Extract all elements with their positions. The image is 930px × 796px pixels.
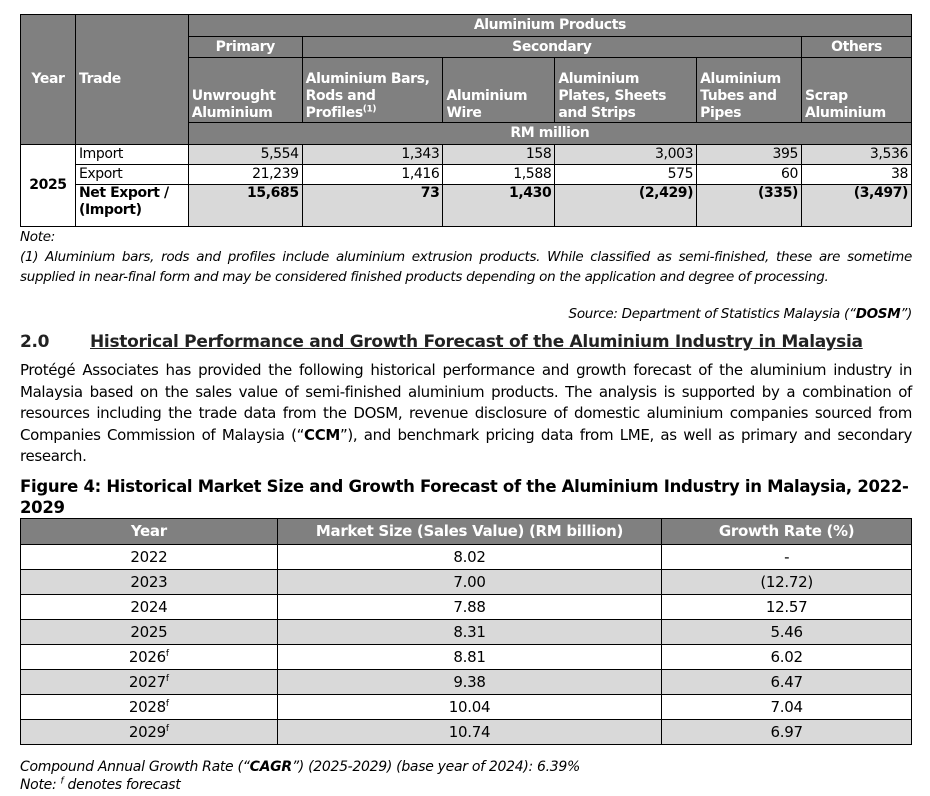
note-1: (1) Aluminium bars, rods and profiles in…	[20, 249, 912, 285]
table-row: 2029f 10.74 6.97	[20, 719, 912, 745]
col-trade: Trade	[74, 14, 189, 145]
year-cell: 2023	[20, 569, 278, 595]
market-size-cell: 7.88	[276, 594, 663, 620]
growth-rate-cell: 12.57	[661, 594, 912, 620]
year-cell: 2027f	[20, 669, 278, 695]
trade-cell: Net Export / (Import)	[74, 184, 189, 227]
table-row: 2028f 10.04 7.04	[20, 694, 912, 720]
category-primary: Primary	[187, 36, 303, 58]
growth-rate-cell: (12.72)	[661, 569, 912, 595]
market-size-cell: 10.04	[276, 694, 663, 720]
source-line: Source: Department of Statistics Malaysi…	[568, 306, 913, 322]
growth-rate-cell: 5.46	[661, 619, 912, 645]
value-cell: 3,536	[801, 144, 912, 165]
value-cell: 1,343	[301, 144, 444, 165]
value-cell: 21,239	[187, 164, 303, 185]
value-cell: 60	[696, 164, 803, 185]
col-year: Year	[20, 518, 278, 545]
table-row: 2025 Import 5,554 1,343 158 3,003 395 3,…	[20, 144, 912, 227]
year-cell: 2022	[20, 544, 278, 570]
market-size-cell: 8.02	[276, 544, 663, 570]
year-cell: 2028f	[20, 694, 278, 720]
aluminium-trade-table: Year Trade Aluminium Products Primary Se…	[20, 14, 913, 227]
market-size-cell: 7.00	[276, 569, 663, 595]
market-size-cell: 8.81	[276, 644, 663, 670]
value-cell: (335)	[696, 184, 803, 227]
market-size-cell: 9.38	[276, 669, 663, 695]
note-label: Note:	[20, 229, 56, 245]
market-size-table: Year Market Size (Sales Value) (RM billi…	[20, 518, 912, 745]
value-cell: 1,416	[301, 164, 444, 185]
unit-header: RM million	[187, 122, 913, 145]
value-cell: 38	[801, 164, 912, 185]
year-cell: 2026f	[20, 644, 278, 670]
year-cell: 2024	[20, 594, 278, 620]
table-row: 2023 7.00 (12.72)	[20, 569, 912, 595]
product-header: Aluminium Bars, Rods and Profiles(1)	[301, 57, 444, 123]
product-header: Aluminium Plates, Sheets and Strips	[554, 57, 698, 123]
table-row: 2026f 8.81 6.02	[20, 644, 912, 670]
trade-cell: Export	[74, 164, 189, 185]
year-cell: 2025	[20, 619, 278, 645]
value-cell: 5,554	[187, 144, 303, 165]
growth-rate-cell: -	[661, 544, 912, 570]
value-cell: 3,003	[554, 144, 698, 165]
section-heading: 2.0 Historical Performance and Growth For…	[20, 332, 863, 352]
market-size-cell: 10.74	[276, 719, 663, 745]
col-year: Year	[20, 14, 76, 145]
value-cell: 15,685	[187, 184, 303, 227]
value-cell: (2,429)	[554, 184, 698, 227]
table-row: Net Export / (Import) 15,685 73 1,430 (2…	[21, 184, 912, 227]
table-row: 2025 8.31 5.46	[20, 619, 912, 645]
value-cell: 395	[696, 144, 803, 165]
value-cell: (3,497)	[801, 184, 912, 227]
trade-cell: Import	[74, 144, 189, 165]
growth-rate-cell: 6.02	[661, 644, 912, 670]
col-growth-rate: Growth Rate (%)	[661, 518, 912, 545]
product-header: Unwrought Aluminium	[187, 57, 303, 123]
market-size-cell: 8.31	[276, 619, 663, 645]
col-market-size: Market Size (Sales Value) (RM billion)	[276, 518, 663, 545]
value-cell: 575	[554, 164, 698, 185]
value-cell: 1,430	[442, 184, 556, 227]
product-header: Scrap Aluminium	[801, 57, 912, 123]
category-secondary: Secondary	[301, 36, 803, 58]
figure-title: Figure 4: Historical Market Size and Gro…	[20, 477, 909, 517]
growth-rate-cell: 7.04	[661, 694, 912, 720]
product-header: Aluminium Tubes and Pipes	[696, 57, 803, 123]
table-row: 2024 7.88 12.57	[20, 594, 912, 620]
group-header: Aluminium Products	[187, 14, 913, 37]
value-cell: 1,588	[442, 164, 556, 185]
value-cell: 73	[301, 184, 444, 227]
value-cell: 158	[442, 144, 556, 165]
forecast-note: Note: f denotes forecast	[20, 776, 181, 793]
growth-rate-cell: 6.97	[661, 719, 912, 745]
table-row: 2022 8.02-	[20, 544, 912, 570]
table-row: Export 21,239 1,416 1,588 575 60 38	[21, 164, 912, 185]
table-row: 2027f 9.38 6.47	[20, 669, 912, 695]
category-others: Others	[801, 36, 912, 58]
year-cell: 2029f	[20, 719, 278, 745]
growth-rate-cell: 6.47	[661, 669, 912, 695]
year-cell: 2025	[20, 144, 76, 227]
section-paragraph: Protégé Associates has provided the foll…	[20, 361, 912, 465]
product-header: Aluminium Wire	[442, 57, 556, 123]
cagr-line: Compound Annual Growth Rate (“CAGR”) (20…	[20, 759, 581, 775]
